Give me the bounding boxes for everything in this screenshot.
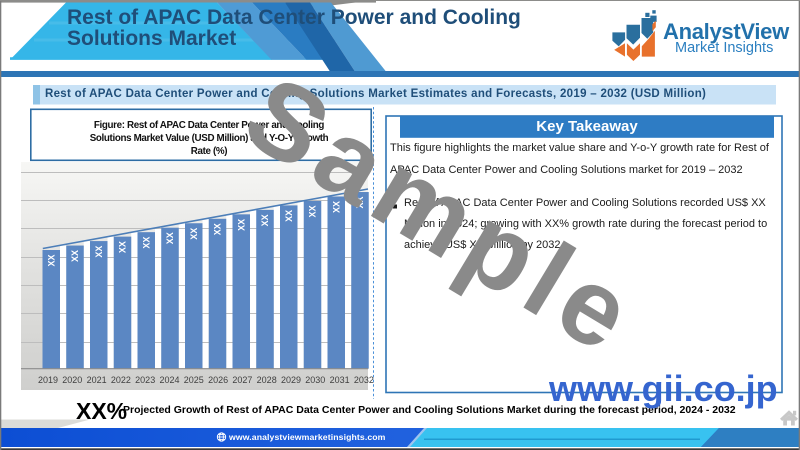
svg-text:2020: 2020 bbox=[62, 375, 82, 385]
svg-text:2032: 2032 bbox=[354, 375, 374, 385]
svg-text:2019: 2019 bbox=[38, 375, 58, 385]
svg-text:XX: XX bbox=[70, 250, 80, 262]
svg-text:XX: XX bbox=[355, 197, 365, 209]
svg-text:2031: 2031 bbox=[330, 375, 350, 385]
svg-text:XX: XX bbox=[141, 237, 151, 249]
svg-text:XX: XX bbox=[189, 228, 199, 240]
svg-text:XX: XX bbox=[213, 223, 223, 235]
svg-text:2028: 2028 bbox=[257, 375, 277, 385]
svg-text:2026: 2026 bbox=[208, 375, 228, 385]
svg-text:2024: 2024 bbox=[159, 375, 179, 385]
svg-text:XX: XX bbox=[46, 254, 56, 266]
svg-text:XX: XX bbox=[118, 241, 128, 253]
svg-text:XX: XX bbox=[308, 205, 318, 217]
svg-text:2027: 2027 bbox=[232, 375, 252, 385]
svg-text:2022: 2022 bbox=[111, 375, 131, 385]
svg-text:XX: XX bbox=[236, 219, 246, 231]
svg-text:2029: 2029 bbox=[281, 375, 301, 385]
svg-text:2030: 2030 bbox=[305, 375, 325, 385]
svg-text:XX: XX bbox=[260, 214, 270, 226]
svg-text:2023: 2023 bbox=[135, 375, 155, 385]
svg-text:XX: XX bbox=[284, 210, 294, 222]
svg-text:XX: XX bbox=[331, 201, 341, 213]
svg-text:XX: XX bbox=[165, 232, 175, 244]
svg-text:XX: XX bbox=[94, 246, 104, 258]
svg-text:2025: 2025 bbox=[184, 375, 204, 385]
svg-text:2021: 2021 bbox=[87, 375, 107, 385]
